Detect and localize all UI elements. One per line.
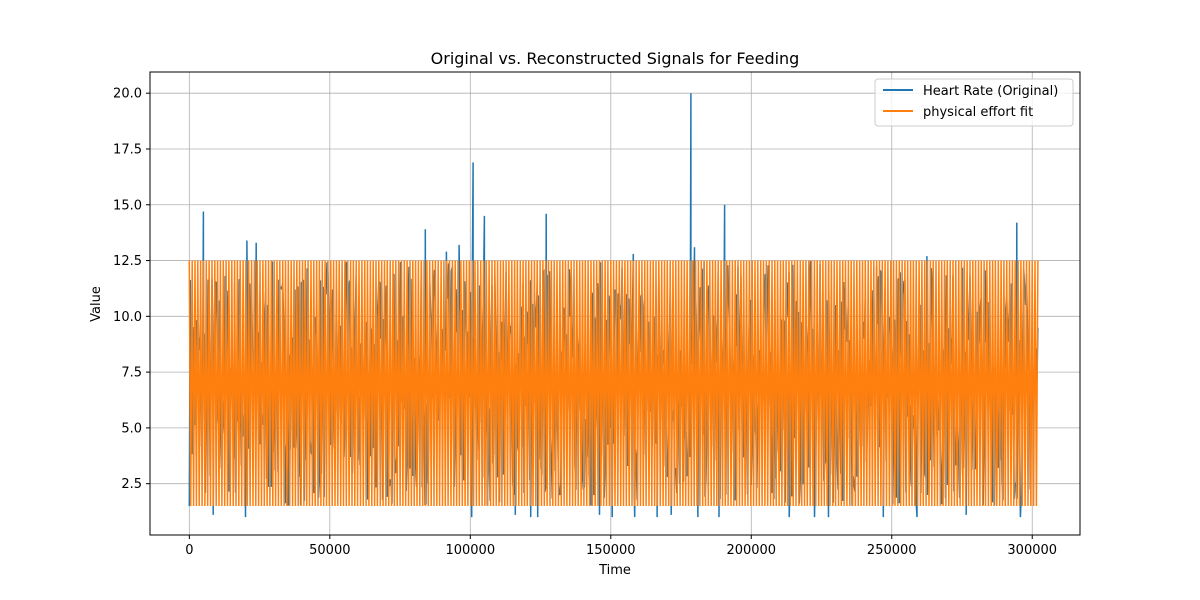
y-tick-label: 20.0	[113, 87, 142, 102]
series-layer	[188, 93, 1039, 518]
y-axis: 2.5 5.0 7.5 10.0 12.5 15.0 17.5 20.0	[113, 87, 150, 492]
x-tick-label: 150000	[586, 543, 636, 558]
legend-label-physical-effort: physical effort fit	[923, 105, 1033, 120]
legend: Heart Rate (Original) physical effort fi…	[874, 78, 1074, 127]
x-axis-label: Time	[598, 563, 631, 578]
y-tick-label: 12.5	[113, 254, 142, 269]
y-axis-label: Value	[89, 286, 104, 322]
legend-box	[874, 78, 1074, 127]
legend-label-heart-rate: Heart Rate (Original)	[923, 84, 1058, 99]
x-tick-label: 300000	[1007, 543, 1057, 558]
y-tick-label: 17.5	[113, 142, 142, 157]
y-tick-label: 10.0	[113, 310, 142, 325]
y-tick-label: 7.5	[121, 366, 142, 381]
series-physical-effort-line	[188, 260, 1039, 507]
x-tick-label: 100000	[445, 543, 495, 558]
y-tick-label: 15.0	[113, 198, 142, 213]
x-tick-label: 250000	[867, 543, 917, 558]
x-tick-label: 50000	[309, 543, 350, 558]
x-tick-label: 200000	[726, 543, 776, 558]
chart-title: Original vs. Reconstructed Signals for F…	[431, 49, 800, 68]
y-tick-label: 5.0	[121, 421, 142, 436]
x-tick-label: 0	[185, 543, 193, 558]
y-tick-label: 2.5	[121, 477, 142, 492]
plot-frame	[149, 71, 1081, 536]
x-axis: 0 50000 100000 150000 200000 250000 300000	[185, 535, 1057, 558]
